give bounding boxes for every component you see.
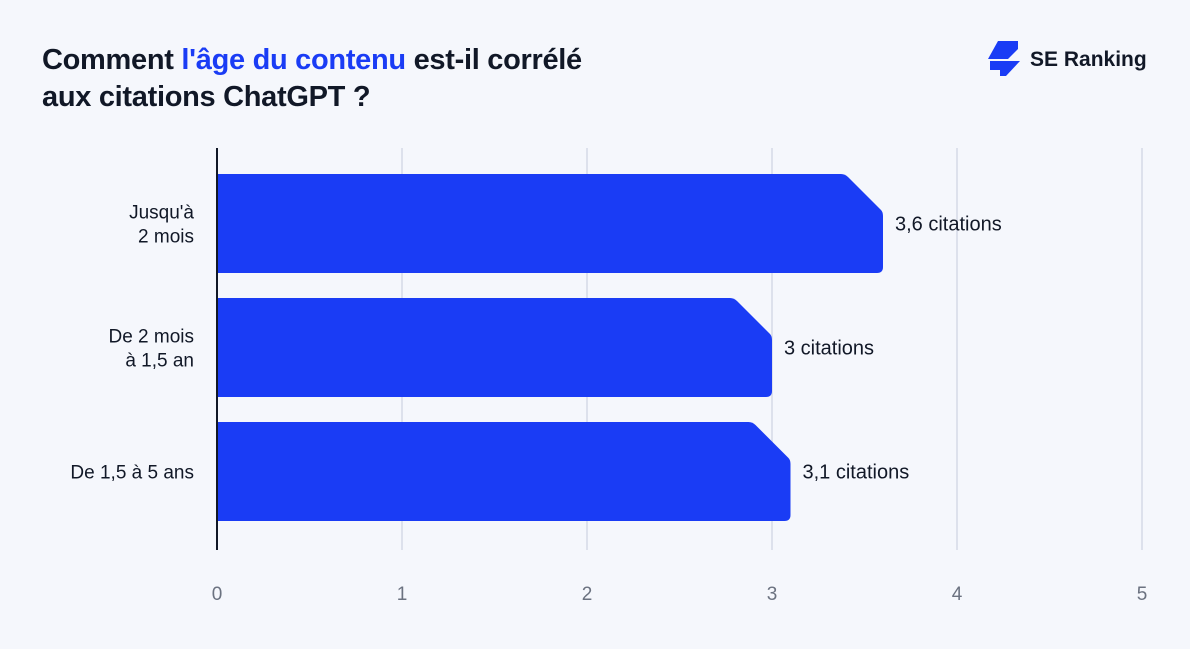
- chart-title: Comment l'âge du contenu est-il corrélé …: [42, 42, 582, 116]
- category-label: De 2 mois: [108, 327, 194, 348]
- x-tick-label: 3: [767, 584, 778, 605]
- title-text: Comment: [42, 44, 182, 76]
- bar: [217, 422, 791, 521]
- x-tick-label: 2: [582, 584, 593, 605]
- x-tick-label: 5: [1137, 584, 1148, 605]
- category-label: 2 mois: [138, 227, 194, 248]
- category-label: à 1,5 an: [125, 351, 194, 372]
- category-label: De 1,5 à 5 ans: [70, 463, 194, 484]
- category-label: Jusqu'à: [129, 203, 194, 224]
- title-highlight: l'âge du contenu: [181, 44, 406, 76]
- title-text-2: est-il corrélé: [405, 44, 583, 76]
- brand-name: SE Ranking: [1030, 48, 1147, 71]
- title-line-2: aux citations ChatGPT ?: [42, 81, 371, 113]
- x-tick-label: 1: [397, 584, 408, 605]
- x-tick-label: 0: [212, 584, 223, 605]
- bar: [217, 174, 883, 273]
- data-label: 3 citations: [784, 338, 874, 360]
- x-tick-label: 4: [952, 584, 963, 605]
- bar: [217, 298, 772, 397]
- se-ranking-logo-icon: [988, 41, 1020, 76]
- data-label: 3,1 citations: [803, 462, 910, 484]
- data-label: 3,6 citations: [895, 214, 1002, 236]
- brand-logo: SE Ranking: [986, 40, 1147, 80]
